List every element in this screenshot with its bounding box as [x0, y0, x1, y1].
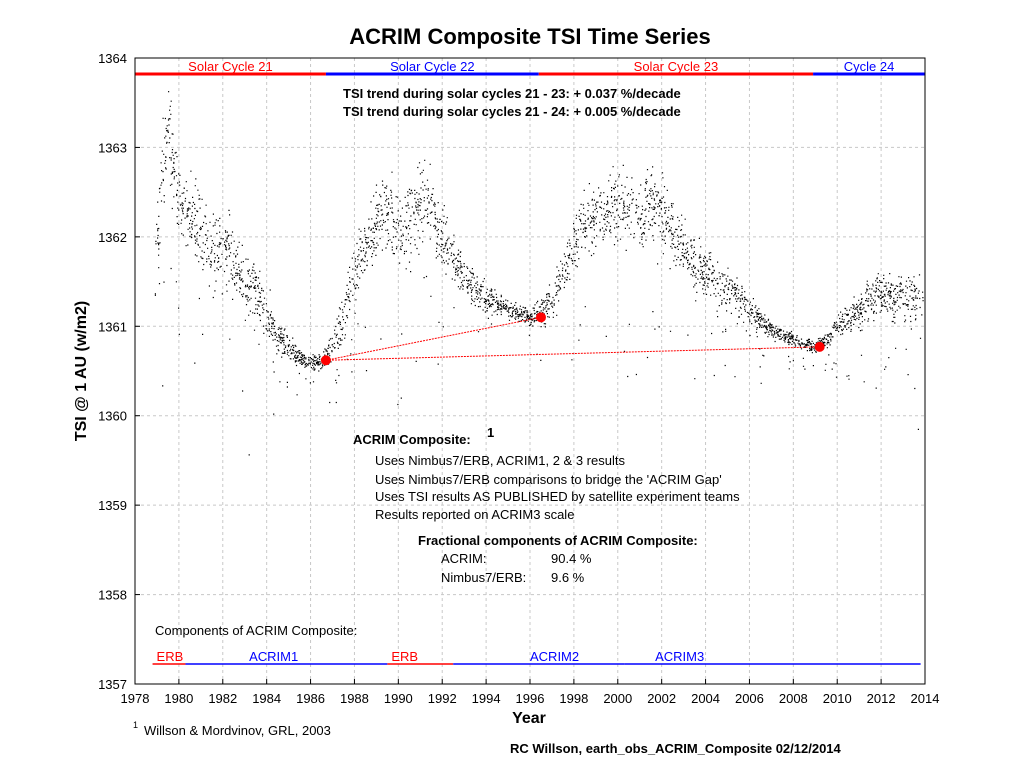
y-tick-label: 1358 [98, 588, 127, 603]
trend-text-2: TSI trend during solar cycles 21 - 24: +… [343, 104, 681, 119]
x-tick-label: 2012 [867, 691, 896, 706]
x-tick-label: 2014 [911, 691, 940, 706]
x-tick-label: 2010 [823, 691, 852, 706]
nimbus-fraction-value: 9.6 % [551, 570, 585, 585]
component-label: ERB [157, 649, 184, 664]
y-axis-label: TSI @ 1 AU (w/m2) [73, 301, 90, 441]
trend-line [325, 316, 542, 361]
uses-line-3: Uses TSI results AS PUBLISHED by satelli… [375, 489, 740, 504]
chart-title: ACRIM Composite TSI Time Series [349, 24, 710, 49]
x-tick-label: 1990 [384, 691, 413, 706]
component-bars: ERB ACRIM1 ERB ACRIM2 ACRIM3 [152, 649, 921, 665]
y-tick-label: 1362 [98, 230, 127, 245]
acrim-fraction-label: ACRIM: [441, 551, 487, 566]
x-tick-label: 2008 [779, 691, 808, 706]
x-tick-label: 1998 [559, 691, 588, 706]
data-point-cloud [154, 91, 924, 456]
trend-point [535, 312, 546, 323]
x-tick-label: 1986 [296, 691, 325, 706]
solar-cycle-bars: Solar Cycle 21 Solar Cycle 22 Solar Cycle … [135, 59, 925, 76]
y-tick-label: 1357 [98, 677, 127, 692]
component-label: ACRIM2 [530, 649, 579, 664]
x-tick-label: 1996 [516, 691, 545, 706]
x-tick-labels: 1978 1980 1982 1984 1986 1988 1990 1992 1994 1996… [121, 679, 940, 706]
trend-text-1: TSI trend during solar cycles 21 - 23: +… [343, 86, 681, 101]
grid-lines [135, 58, 925, 684]
x-axis-label: Year [512, 710, 546, 727]
data-points [154, 91, 924, 456]
footnote-superscript: 1 [133, 720, 138, 730]
fractional-title: Fractional components of ACRIM Composite… [418, 533, 698, 548]
uses-line-2: Uses Nimbus7/ERB comparisons to bridge t… [375, 472, 722, 487]
x-tick-label: 1984 [252, 691, 281, 706]
solar-cycle-label: Solar Cycle 21 [188, 59, 273, 74]
trend-point [320, 355, 331, 366]
y-tick-label: 1359 [98, 498, 127, 513]
component-label: ACRIM3 [655, 649, 704, 664]
composite-superscript: 1 [487, 425, 494, 440]
x-tick-label: 1980 [164, 691, 193, 706]
x-tick-label: 1988 [340, 691, 369, 706]
components-title: Components of ACRIM Composite: [155, 623, 357, 638]
acrim-fraction-value: 90.4 % [551, 551, 592, 566]
x-tick-label: 2000 [603, 691, 632, 706]
x-tick-label: 2002 [647, 691, 676, 706]
trend-point [814, 341, 825, 352]
uses-line-4: Results reported on ACRIM3 scale [375, 507, 574, 522]
y-tick-label: 1363 [98, 140, 127, 155]
y-tick-label: 1364 [98, 51, 127, 66]
component-label: ERB [391, 649, 418, 664]
x-tick-label: 1992 [428, 691, 457, 706]
solar-cycle-label: Solar Cycle 23 [634, 59, 719, 74]
x-tick-label: 1994 [472, 691, 501, 706]
credit-line: RC Willson, earth_obs_ACRIM_Composite 02… [510, 741, 842, 756]
solar-cycle-label: Cycle 24 [844, 59, 895, 74]
x-tick-label: 2006 [735, 691, 764, 706]
y-tick-label: 1361 [98, 319, 127, 334]
footnote: Willson & Mordvinov, GRL, 2003 [144, 723, 331, 738]
component-label: ACRIM1 [249, 649, 298, 664]
trend-line [325, 346, 820, 361]
x-tick-label: 1978 [121, 691, 150, 706]
y-tick-label: 1360 [98, 409, 127, 424]
nimbus-fraction-label: Nimbus7/ERB: [441, 570, 526, 585]
composite-title: ACRIM Composite: [353, 432, 471, 447]
x-tick-label: 2004 [691, 691, 720, 706]
uses-line-1: Uses Nimbus7/ERB, ACRIM1, 2 & 3 results [375, 453, 625, 468]
x-tick-label: 1982 [208, 691, 237, 706]
y-tick-labels: 1357 1358 1359 1360 1361 1362 1363 1364 [98, 51, 140, 692]
trend-lines [320, 312, 825, 366]
solar-cycle-label: Solar Cycle 22 [390, 59, 475, 74]
